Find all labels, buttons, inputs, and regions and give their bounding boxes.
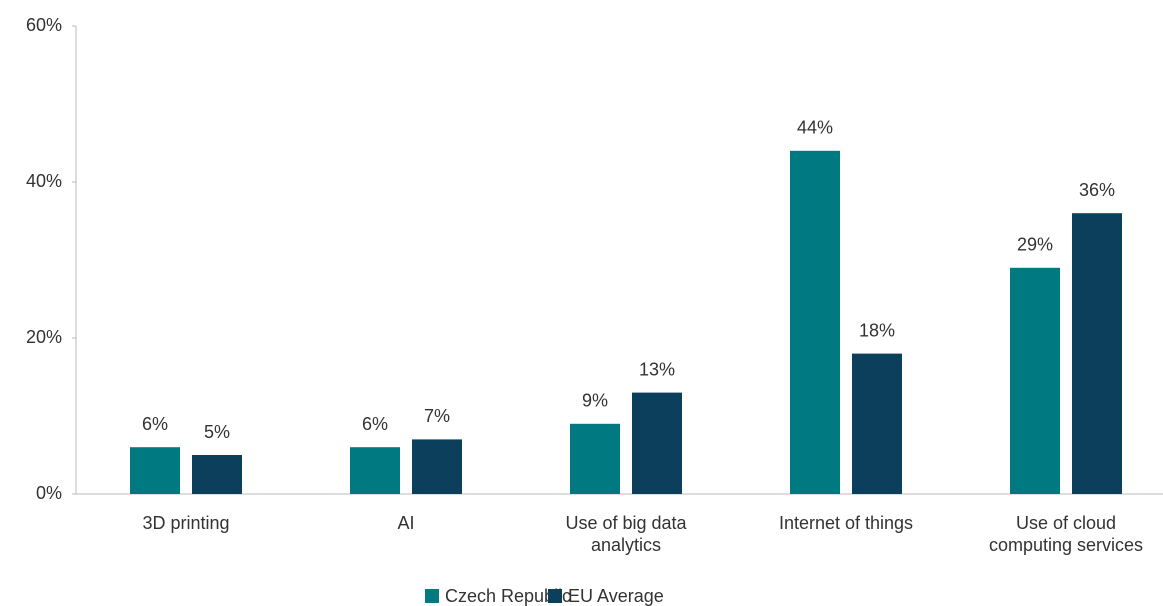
x-tick-label: AI (397, 513, 415, 533)
bar (1010, 267, 1060, 494)
bar (632, 392, 682, 494)
value-label: 36% (1079, 180, 1115, 200)
value-label: 44% (797, 118, 833, 138)
bar (790, 150, 840, 495)
legend-label: Czech Republic (445, 586, 571, 606)
bar (412, 439, 462, 494)
y-tick-label: 60% (26, 15, 62, 35)
x-tick-label: 3D printing (142, 513, 230, 533)
value-label: 9% (582, 391, 608, 411)
value-label: 6% (362, 414, 388, 434)
value-label: 5% (204, 422, 230, 442)
bar (130, 447, 180, 494)
x-tick-label: Use of big data analytics (565, 513, 687, 555)
value-label: 6% (142, 414, 168, 434)
bar (852, 353, 902, 494)
bar (192, 455, 242, 494)
value-label: 18% (859, 320, 895, 340)
x-tick-label: Use of cloud computing services (988, 513, 1144, 555)
legend-label: EU Average (568, 586, 664, 606)
bar (570, 423, 620, 494)
legend-swatch (425, 589, 439, 603)
y-tick-label: 40% (26, 171, 62, 191)
legend-swatch (548, 589, 562, 603)
value-label: 7% (424, 406, 450, 426)
y-tick-label: 0% (36, 483, 62, 503)
value-label: 29% (1017, 235, 1053, 255)
bar (1072, 213, 1122, 494)
y-tick-label: 20% (26, 327, 62, 347)
bar (350, 447, 400, 494)
value-label: 13% (639, 359, 675, 379)
x-tick-label: Internet of things (778, 513, 914, 533)
